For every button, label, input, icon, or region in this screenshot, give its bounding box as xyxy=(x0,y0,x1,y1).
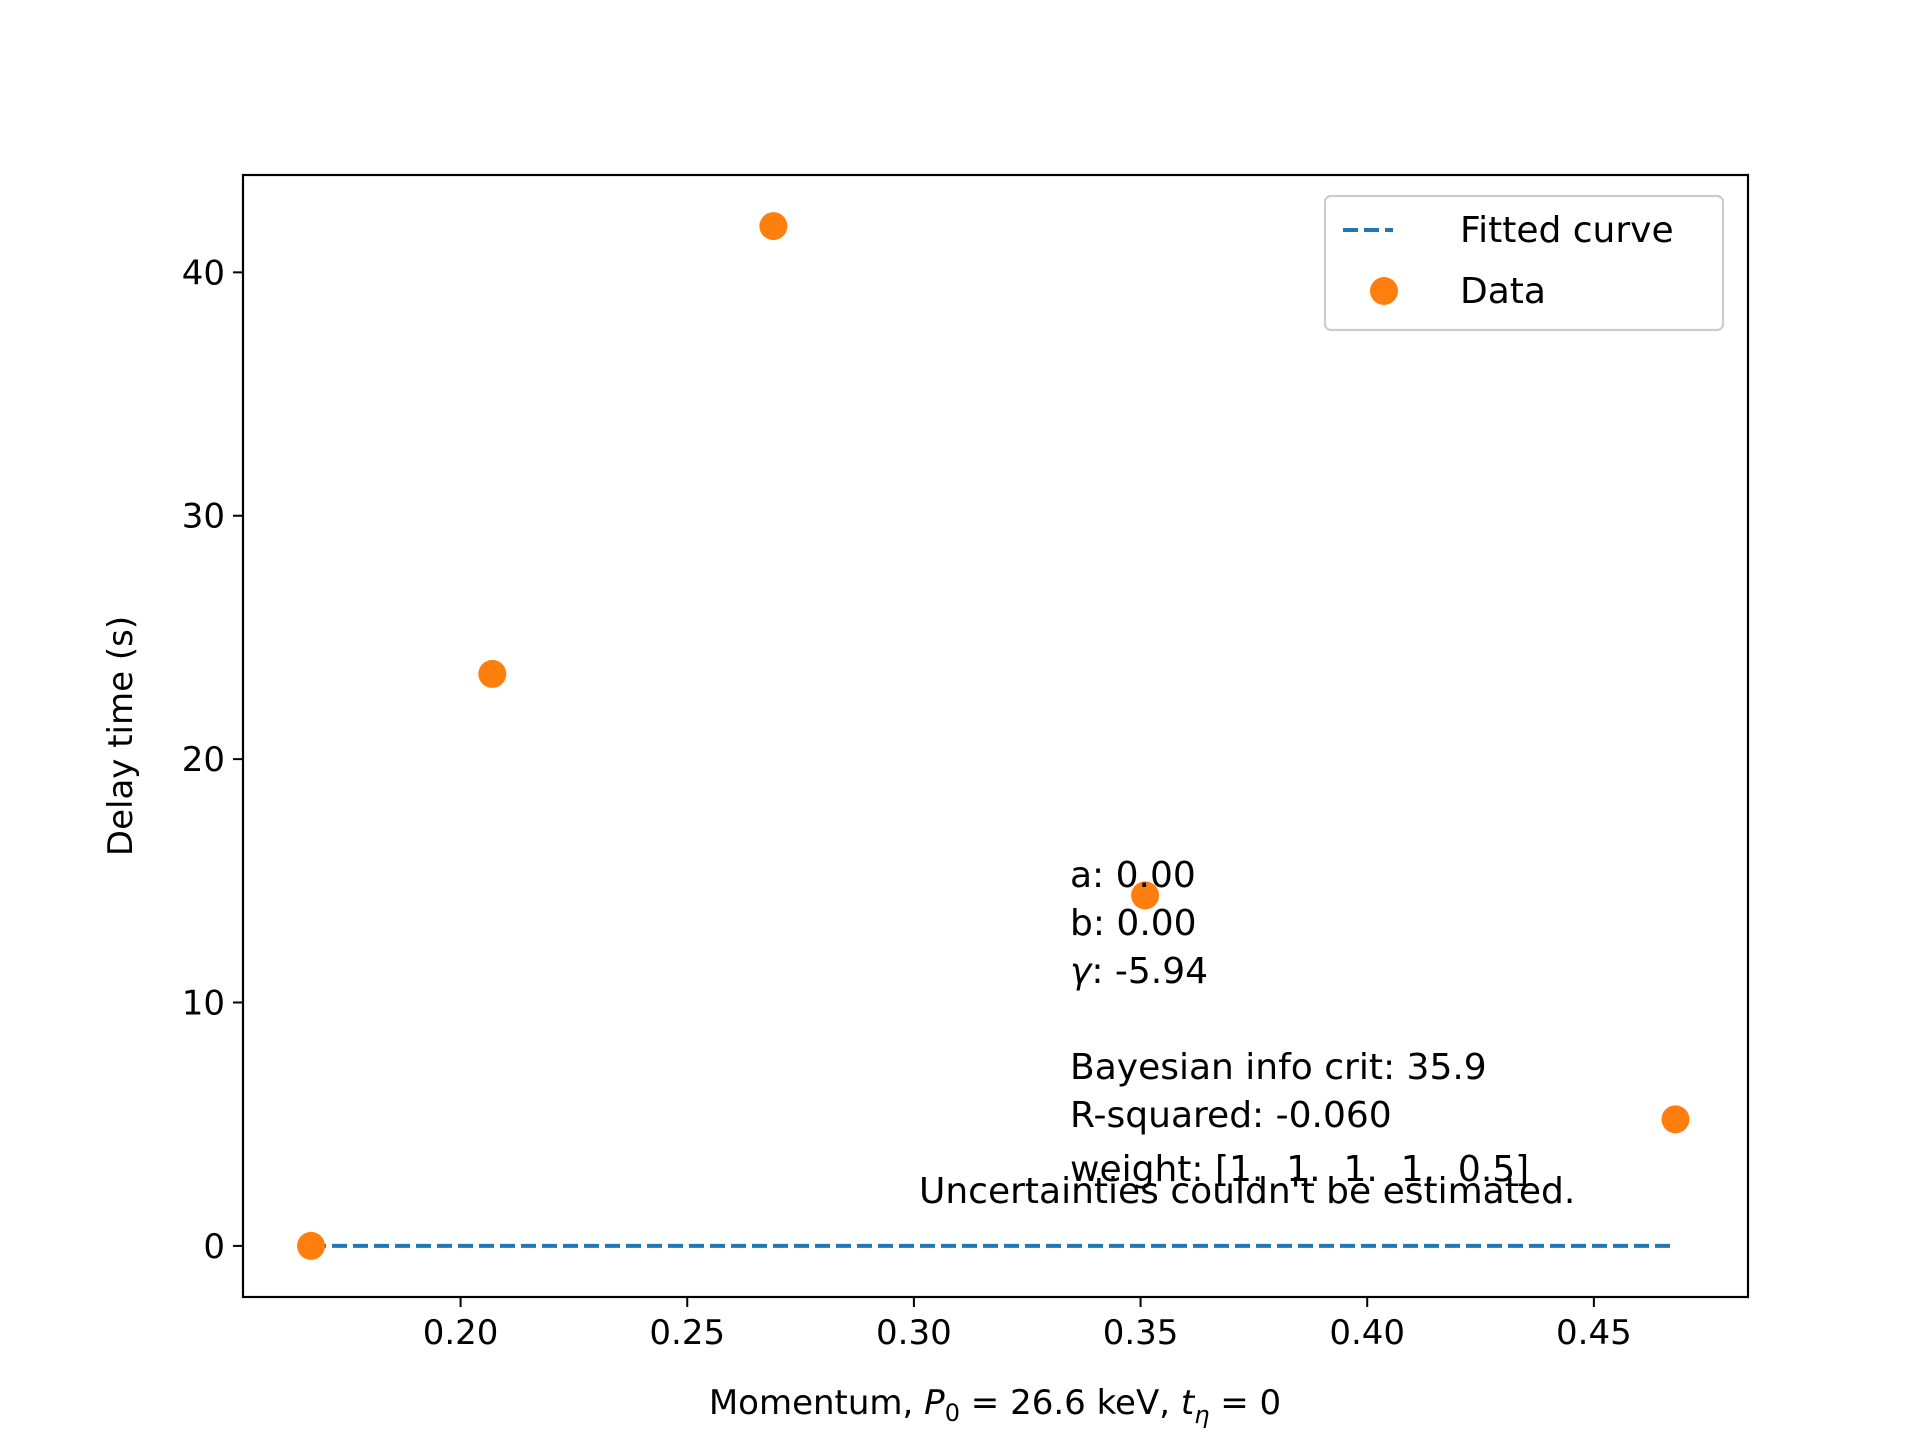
legend-data-label: Data xyxy=(1460,271,1546,312)
y-tick-label: 20 xyxy=(182,740,225,780)
annotation-bic: Bayesian info crit: 35.9 xyxy=(1070,1047,1487,1088)
data-point xyxy=(1131,881,1160,910)
data-point xyxy=(759,212,788,241)
x-tick-label: 0.35 xyxy=(1103,1313,1179,1353)
data-point xyxy=(1661,1105,1690,1134)
x-tick-label: 0.45 xyxy=(1556,1313,1632,1353)
x-tick-label: 0.20 xyxy=(423,1313,499,1353)
legend-fitted-curve-label: Fitted curve xyxy=(1460,210,1674,251)
x-label-p-value: = 26.6 keV, xyxy=(960,1383,1181,1423)
annotation-param-gamma: γ: -5.94 xyxy=(1070,951,1208,992)
x-label-p-symbol: P xyxy=(924,1383,945,1423)
x-label-t-subscript: η xyxy=(1194,1401,1209,1429)
legend-data-marker xyxy=(1370,277,1398,305)
y-tick-label: 10 xyxy=(182,984,225,1024)
gamma-symbol: γ xyxy=(1070,951,1093,992)
y-axis: 0 10 20 30 40 xyxy=(182,253,243,1267)
y-tick-label: 0 xyxy=(203,1227,225,1267)
data-point xyxy=(296,1231,325,1260)
axes-frame xyxy=(241,173,1750,1299)
annotation-r-squared: R-squared: -0.060 xyxy=(1070,1095,1392,1136)
x-tick-label: 0.40 xyxy=(1329,1313,1405,1353)
x-label-p-subscript: 0 xyxy=(945,1399,960,1427)
data-point xyxy=(478,659,507,688)
legend-box xyxy=(1323,194,1725,332)
x-tick-label: 0.30 xyxy=(876,1313,952,1353)
annotation-param-b: b: 0.00 xyxy=(1070,903,1197,944)
x-axis-label: Momentum, P0 = 26.6 keV, tη = 0 xyxy=(709,1383,1281,1429)
uncertainty-warning: Uncertainties couldn't be estimated. xyxy=(919,1171,1575,1212)
gamma-value: : -5.94 xyxy=(1091,951,1208,992)
y-axis-label: Delay time (s) xyxy=(101,616,141,856)
annotation-param-a: a: 0.00 xyxy=(1070,855,1196,896)
plot-area xyxy=(296,212,1690,1260)
fit-annotation: a: 0.00 b: 0.00 γ: -5.94 Bayesian info c… xyxy=(1070,855,1529,1190)
legend: Fitted curve Data xyxy=(1323,194,1725,332)
x-tick-label: 0.25 xyxy=(649,1313,725,1353)
x-label-t-symbol: t xyxy=(1181,1383,1196,1423)
y-tick-label: 30 xyxy=(182,497,225,537)
y-tick-label: 40 xyxy=(182,253,225,293)
x-label-t-value: = 0 xyxy=(1209,1383,1281,1423)
x-axis: 0.20 0.25 0.30 0.35 0.40 0.45 xyxy=(423,1297,1632,1353)
x-label-prefix: Momentum, xyxy=(709,1383,924,1423)
annotation-weight: weight: [1. 1. 1. 1. 0.5] xyxy=(1070,1149,1529,1190)
